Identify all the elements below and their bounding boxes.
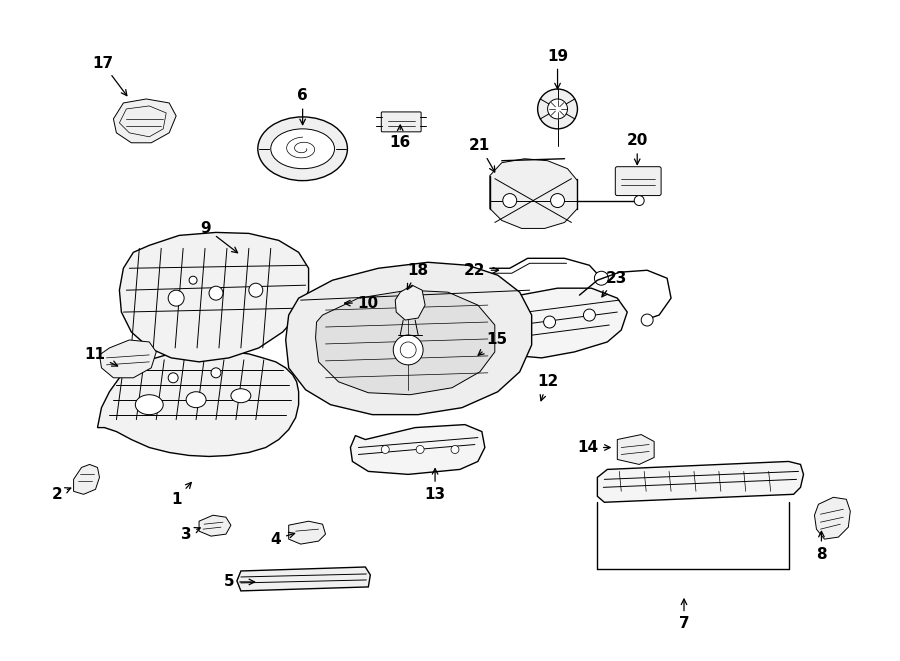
Text: 12: 12 — [537, 374, 558, 401]
Circle shape — [209, 286, 223, 300]
Polygon shape — [395, 285, 425, 320]
Polygon shape — [237, 567, 370, 591]
Polygon shape — [598, 461, 804, 502]
Text: 7: 7 — [679, 599, 689, 631]
Polygon shape — [316, 290, 495, 395]
Polygon shape — [74, 465, 100, 494]
Text: 18: 18 — [407, 263, 428, 290]
Text: 13: 13 — [425, 469, 446, 502]
Text: 4: 4 — [270, 531, 294, 547]
Polygon shape — [814, 497, 850, 539]
Polygon shape — [113, 99, 176, 143]
Ellipse shape — [231, 389, 251, 403]
FancyBboxPatch shape — [382, 112, 421, 132]
Circle shape — [211, 368, 221, 378]
Circle shape — [537, 89, 578, 129]
Circle shape — [551, 194, 564, 208]
Polygon shape — [199, 515, 231, 536]
Polygon shape — [285, 262, 532, 414]
Ellipse shape — [186, 392, 206, 408]
Circle shape — [594, 271, 608, 285]
Text: 21: 21 — [469, 138, 495, 172]
FancyBboxPatch shape — [616, 167, 662, 196]
Text: 23: 23 — [602, 271, 627, 297]
Circle shape — [393, 335, 423, 365]
Circle shape — [248, 283, 263, 297]
Polygon shape — [100, 340, 157, 378]
Polygon shape — [120, 233, 309, 362]
Circle shape — [451, 446, 459, 453]
Circle shape — [400, 342, 416, 358]
Circle shape — [503, 194, 517, 208]
Text: 9: 9 — [201, 221, 238, 253]
Polygon shape — [490, 159, 578, 229]
Text: 5: 5 — [223, 574, 255, 590]
Polygon shape — [289, 521, 326, 544]
Text: 16: 16 — [390, 125, 410, 150]
Circle shape — [416, 446, 424, 453]
Circle shape — [189, 276, 197, 284]
Text: 8: 8 — [816, 531, 827, 562]
Polygon shape — [316, 290, 350, 318]
Ellipse shape — [271, 129, 335, 169]
Circle shape — [168, 373, 178, 383]
Circle shape — [382, 446, 390, 453]
Text: 10: 10 — [345, 295, 379, 311]
Text: 11: 11 — [84, 348, 118, 366]
Text: 19: 19 — [547, 49, 568, 89]
Text: 3: 3 — [181, 527, 200, 541]
Polygon shape — [617, 434, 654, 465]
Polygon shape — [470, 288, 627, 358]
Text: 15: 15 — [478, 332, 508, 355]
Circle shape — [168, 290, 184, 306]
Text: 2: 2 — [51, 486, 71, 502]
Text: 14: 14 — [577, 440, 610, 455]
Text: 17: 17 — [92, 56, 127, 96]
Circle shape — [641, 314, 653, 326]
Polygon shape — [97, 350, 299, 457]
Ellipse shape — [135, 395, 163, 414]
Text: 22: 22 — [464, 263, 499, 278]
Circle shape — [634, 196, 644, 206]
Polygon shape — [350, 424, 485, 475]
Ellipse shape — [257, 117, 347, 180]
Circle shape — [547, 99, 568, 119]
Text: 20: 20 — [626, 134, 648, 165]
Text: 1: 1 — [171, 483, 192, 507]
Text: 6: 6 — [297, 89, 308, 125]
Circle shape — [544, 316, 555, 328]
Circle shape — [583, 309, 596, 321]
